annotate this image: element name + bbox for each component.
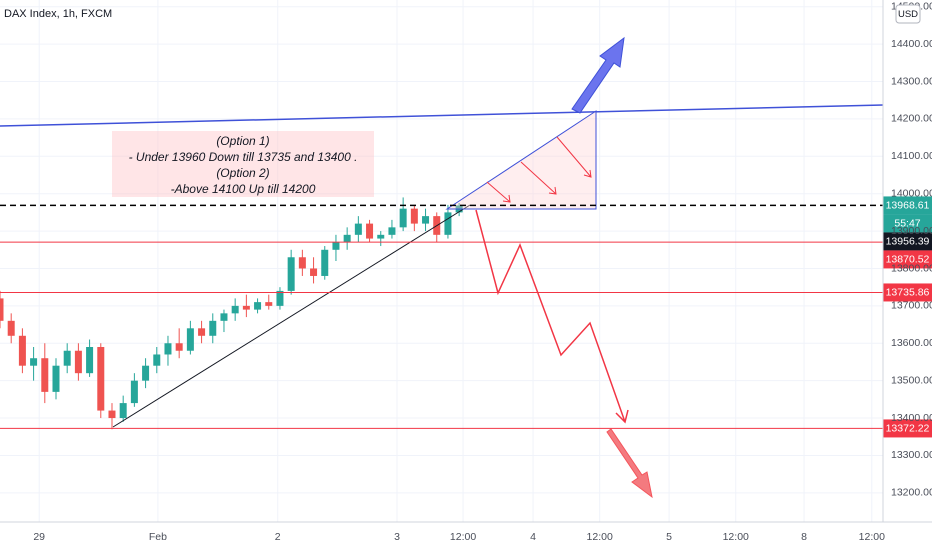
price-label: 13870.52 [886, 254, 930, 266]
note-line: (Option 2) [216, 166, 269, 180]
candle-body [30, 358, 38, 366]
x-tick-label: 12:00 [723, 531, 749, 543]
candle-body [354, 223, 362, 235]
candle-body [410, 208, 418, 224]
zigzag-arrow [475, 209, 629, 424]
y-tick-label: 13600.00 [891, 337, 932, 349]
note-line: (Option 1) [216, 134, 269, 148]
y-tick-label: 14200.00 [891, 113, 932, 125]
grid [0, 0, 883, 522]
candle-body [164, 343, 172, 355]
candle-body [276, 290, 284, 306]
y-tick-label: 13400.00 [891, 412, 932, 424]
candle-body [97, 347, 105, 411]
x-tick-label: 8 [801, 531, 807, 543]
timer-box [883, 214, 932, 233]
candle-body [444, 212, 452, 235]
chart-title: DAX Index, 1h, FXCM [4, 8, 112, 20]
x-tick-label: 3 [394, 531, 400, 543]
x-tick-label: 4 [530, 531, 536, 543]
price-label: 13372.22 [886, 423, 930, 435]
y-tick-label: 14000.00 [891, 187, 932, 199]
timer: 55:47 [894, 218, 920, 230]
price-label-box [883, 232, 932, 251]
up-arrow [571, 36, 625, 114]
triangle [445, 110, 597, 210]
resistance-line [0, 104, 884, 127]
candle-body [242, 305, 250, 310]
price-label: 13956.39 [886, 236, 930, 248]
y-tick-label: 13500.00 [891, 374, 932, 386]
note-line: - Under 13960 Down till 13735 and 13400 … [129, 150, 358, 164]
price-label: 13968.61 [886, 200, 930, 212]
y-tick-label: 14400.00 [891, 38, 932, 50]
y-tick-label: 14300.00 [891, 75, 932, 87]
candle-body [130, 380, 138, 404]
candle-body [175, 343, 183, 351]
price-label-box [883, 250, 932, 269]
candle-body [298, 257, 306, 269]
candle-body [186, 328, 194, 351]
x-tick-label: 12:00 [450, 531, 476, 543]
candle-body [142, 365, 150, 381]
candle-body [86, 347, 94, 374]
x-tick-label: 12:00 [859, 531, 885, 543]
price-label: 13735.86 [886, 287, 930, 299]
x-tick-label: 2 [275, 531, 281, 543]
small-arrows [486, 136, 592, 203]
candle-body [74, 350, 82, 374]
candle-body [321, 249, 329, 276]
candle-body [52, 365, 60, 392]
candle-body [287, 257, 295, 291]
note-line: -Above 14100 Up till 14200 [171, 182, 316, 196]
currency: USD [898, 9, 918, 20]
candle-body [399, 208, 407, 228]
candle-body [153, 354, 161, 366]
y-tick-label: 13300.00 [891, 449, 932, 461]
x-tick-label: Feb [149, 531, 167, 543]
candle-body [265, 302, 273, 306]
candle-body [198, 328, 206, 336]
currency-badge[interactable] [895, 4, 921, 24]
x-tick-label: 5 [666, 531, 672, 543]
candle-body [332, 242, 340, 250]
candle-body [343, 234, 351, 243]
candle-body [231, 305, 239, 314]
candle-body [388, 227, 396, 235]
candle-body [254, 302, 262, 310]
candle-body [366, 223, 374, 239]
candles [0, 197, 463, 430]
candle-body [7, 320, 15, 336]
candle-body [310, 268, 318, 276]
x-tick-label: 29 [33, 531, 45, 543]
candle-body [422, 216, 430, 224]
price-label-box [883, 196, 932, 215]
y-tick-label: 14100.00 [891, 150, 932, 162]
y-tick-label: 13200.00 [891, 487, 932, 499]
candle-body [209, 320, 217, 336]
candle-body [119, 403, 127, 419]
down-arrow [606, 428, 653, 499]
y-tick-label: 13900.00 [891, 225, 932, 237]
price-label-box [883, 283, 932, 302]
levels: 13968.61 55:47 13956.39 13870.52 13735.86 133… [0, 196, 932, 438]
candle-body [377, 234, 385, 239]
y-tick-label: 13800.00 [891, 262, 932, 274]
y-tick-label: 13700.00 [891, 300, 932, 312]
candle-body [63, 350, 71, 366]
candle-body [0, 298, 4, 321]
candle-body [220, 313, 228, 321]
x-tick-label: 12:00 [587, 531, 613, 543]
candle-body [41, 358, 49, 392]
candle-body [108, 410, 116, 419]
candle-body [18, 335, 26, 366]
note-box [112, 131, 374, 197]
price-label-box [883, 419, 932, 438]
